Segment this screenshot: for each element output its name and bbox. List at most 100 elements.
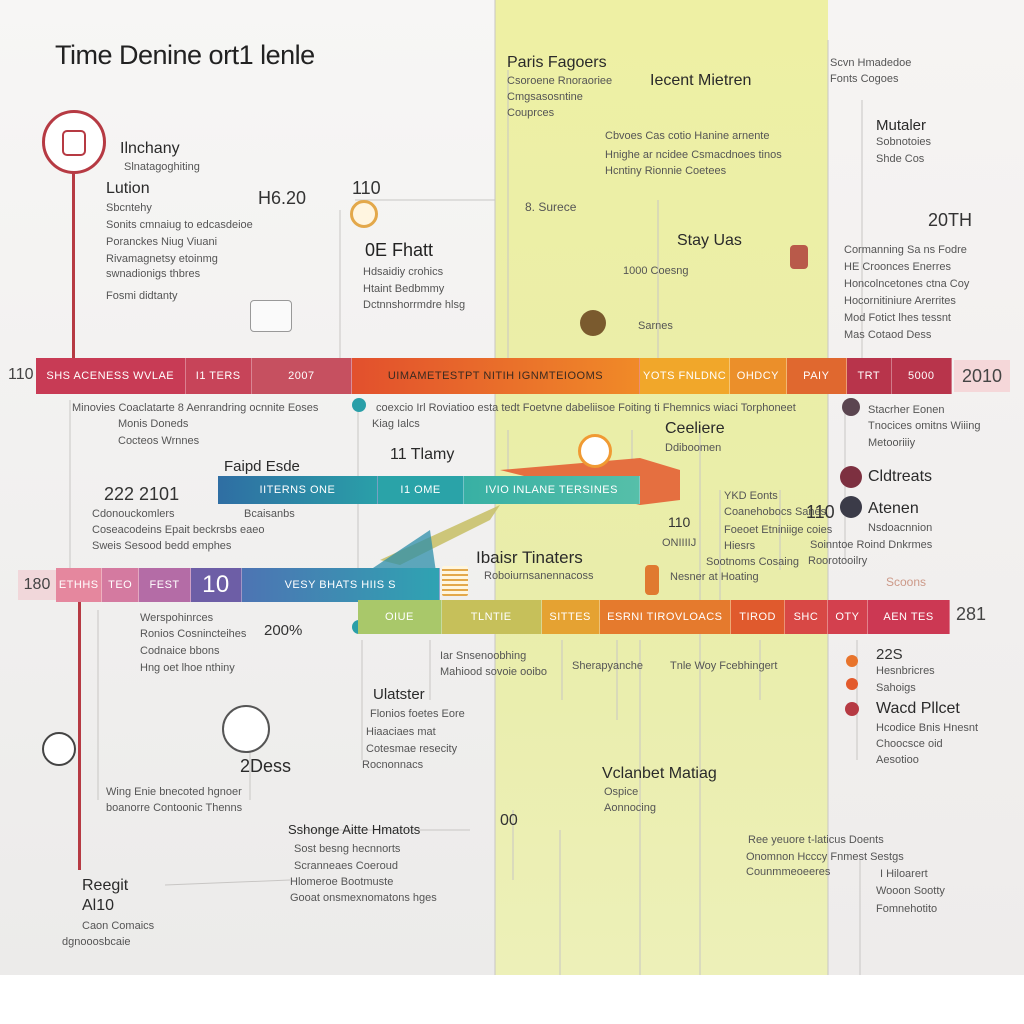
timeline-bar-2: IITERNS ONE I1 OME IVIO INLANE TERSINES — [218, 476, 640, 504]
grid-icon — [442, 566, 468, 596]
lower-band-line-1: Ree yeuore t-laticus Doents — [748, 834, 884, 846]
bb3-left-2: Ronios Cosnincteihes — [140, 628, 247, 640]
bb3-right-1: Hesnbricres — [876, 665, 935, 677]
marker-dot-2 — [840, 466, 862, 488]
ml-line-3: Dctnnshorrmdre hlsg — [363, 299, 466, 311]
bb3-right-5: Aesotioo — [876, 754, 919, 766]
ml-year: H6.20 — [258, 188, 307, 208]
b2-note-b-1: Foeoet Etniniige coies — [724, 524, 833, 536]
bar3-seg-12: OTY — [827, 600, 869, 634]
bt-heading-3: Stay Uas — [677, 232, 742, 249]
tl-line-3: Rivamagnetsy etoinmg — [106, 253, 218, 265]
people-icon — [790, 245, 808, 269]
ub1-left-1: Minovies Coaclatarte 8 Aenrandring ocnni… — [72, 402, 319, 414]
bt-note-3: Hcntiny Rionnie Coetees — [605, 165, 727, 177]
left-red-timeline — [72, 150, 75, 360]
lower-band-sub-2: Aonnocing — [604, 802, 656, 814]
bar3-seg-10: TIROD — [730, 600, 786, 634]
lower-heading-1: Ulatster — [373, 686, 425, 703]
marker-dot-1 — [842, 398, 860, 416]
tl-heading-1: Ilnchany — [120, 140, 180, 157]
b2-heading: Faipd Esde — [224, 458, 300, 475]
bar1-seg-2: I1 TERS — [185, 358, 252, 394]
lower-left-1: Wing Enie bnecoted hgnoer — [106, 786, 242, 798]
ub1-left-3: Cocteos Wrnnes — [118, 435, 200, 447]
bar2-seg-1: IITERNS ONE — [218, 476, 378, 504]
ml-year-2: 110 — [352, 178, 381, 198]
rt-line-4: Shde Cos — [876, 153, 925, 165]
lower-line2-1: Sost besng hecnnorts — [294, 843, 401, 855]
bb3-mid-1: Iar Snsenoobhing — [440, 650, 527, 662]
monitor-icon — [42, 732, 76, 766]
lower-line-4: Rocnonnacs — [362, 759, 424, 771]
bt-line-3: Couprces — [507, 107, 555, 119]
ub1-right-3: Metooriiiy — [868, 437, 916, 449]
ub1-center-heading: Ceeliere — [665, 420, 725, 437]
bar1-seg-6: OHDCY — [730, 358, 787, 394]
bar3-seg-4: 10 — [191, 568, 242, 602]
left-red-timeline-lower — [78, 600, 81, 870]
bar3-right-sub: Scoons — [886, 575, 927, 589]
bar3-seg-8: SITTES — [541, 600, 600, 634]
ub1-mid-2: Kiag Ialcs — [372, 418, 420, 430]
tl-sub-1: Slnatagoghiting — [124, 161, 200, 173]
tl-line-4: swnadionigs thbres — [106, 268, 201, 280]
coin-icon — [350, 200, 378, 228]
bb3-left-3: Codnaice bbons — [140, 645, 220, 657]
b2-num: 110 — [806, 502, 835, 522]
b2-onu: ONIIIIJ — [662, 537, 697, 549]
bt-label: 8. Surece — [525, 200, 577, 214]
b2-sub-3: Nesner at Hoating — [670, 571, 759, 583]
ub1-right-sub-3: Roorotooilry — [808, 555, 868, 567]
ub1-right-heading-2: Atenen — [868, 500, 919, 517]
lower-bottom-year: Al10 — [82, 897, 115, 914]
lower-bottom-sub-2: dgnooosbcaie — [62, 936, 131, 948]
ub1-mid-1: coexcio Irl Roviatioo esta tedt Foetvne … — [376, 402, 796, 414]
bt-heading-1: Paris Fagoers — [507, 54, 607, 71]
lower-band-line-2: Onomnon Hcccy Fnmest Sestgs — [746, 851, 904, 863]
bar3-seg-6: OIUE — [358, 600, 442, 634]
rt-line-5: Cormanning Sa ns Fodre — [844, 244, 967, 256]
bar3-seg-1: ETHHS — [56, 568, 103, 602]
bb3-right-3: Hcodice Bnis Hnesnt — [876, 722, 979, 734]
rt-year: 20TH — [928, 210, 973, 230]
bar3-seg-9: ESRNI TIROVLOACS — [599, 600, 731, 634]
tl-sub-3: Fosmi didtanty — [106, 290, 178, 302]
tl-heading-2: Lution — [106, 180, 150, 197]
ub1-right-1: Stacrher Eonen — [868, 404, 945, 416]
b2-left-3: Sweis Sesood bedd emphes — [92, 540, 232, 552]
bt-note-1: Cbvoes Cas cotio Hanine arnente — [605, 130, 770, 142]
tl-line-1: Sonits cmnaiug to edcasdeioe — [106, 219, 253, 231]
bar3-seg-7: TLNTIE — [441, 600, 542, 634]
b2-sub-2: Roboiurnsanennacoss — [484, 570, 594, 582]
bar3-start-label: 180 — [18, 570, 56, 600]
bb3-band-1: Sherapyanche — [572, 660, 643, 672]
b2-left-sub: Bcaisanbs — [244, 508, 295, 520]
bar3-seg-3: FEST — [138, 568, 192, 602]
ml-line-1: Hdsaidiy crohics — [363, 266, 444, 278]
bt-sub-2: Sarnes — [638, 320, 673, 332]
bar1-seg-3: 2007 — [251, 358, 352, 394]
ub1-right-sub-1: Nsdoacnnion — [868, 522, 933, 534]
orange-marker-1 — [846, 655, 858, 667]
rt-line-1: Scvn Hmadedoe — [830, 57, 912, 69]
bt-heading-2: Iecent Mietren — [650, 72, 752, 89]
background-right — [828, 0, 1024, 975]
bar3-seg-13: AEN TES — [868, 600, 950, 634]
bar3-end-label: 281 — [956, 604, 987, 624]
bb3-right-2: Sahoigs — [876, 682, 916, 694]
lower-band-sub-1: Ospice — [604, 786, 639, 798]
ub1-center-sub: Ddiboomen — [665, 442, 722, 454]
rt-line-10: Mas Cotaod Dess — [844, 329, 932, 341]
lower-big: 2Dess — [240, 756, 292, 776]
b2-year: 222 2101 — [104, 484, 180, 504]
bar1-seg-4: UIMAMETESTPT NITIH IGNMTEIOOMS — [351, 358, 641, 394]
lower-right-3: Fomnehotito — [876, 903, 938, 915]
b2-num-2: 110 — [668, 514, 691, 530]
lower-line-1: Flonios foetes Eore — [370, 708, 465, 720]
rt-line-7: Honcolncetones ctna Coy — [844, 278, 970, 290]
lower-right-2: Wooon Sootty — [876, 885, 945, 897]
bb3-left-4: Hng oet lhoe nthiny — [140, 662, 235, 674]
pin-badge-icon — [62, 130, 86, 156]
bb3-mid-2: Mahiood sovoie ooibo — [440, 666, 548, 678]
